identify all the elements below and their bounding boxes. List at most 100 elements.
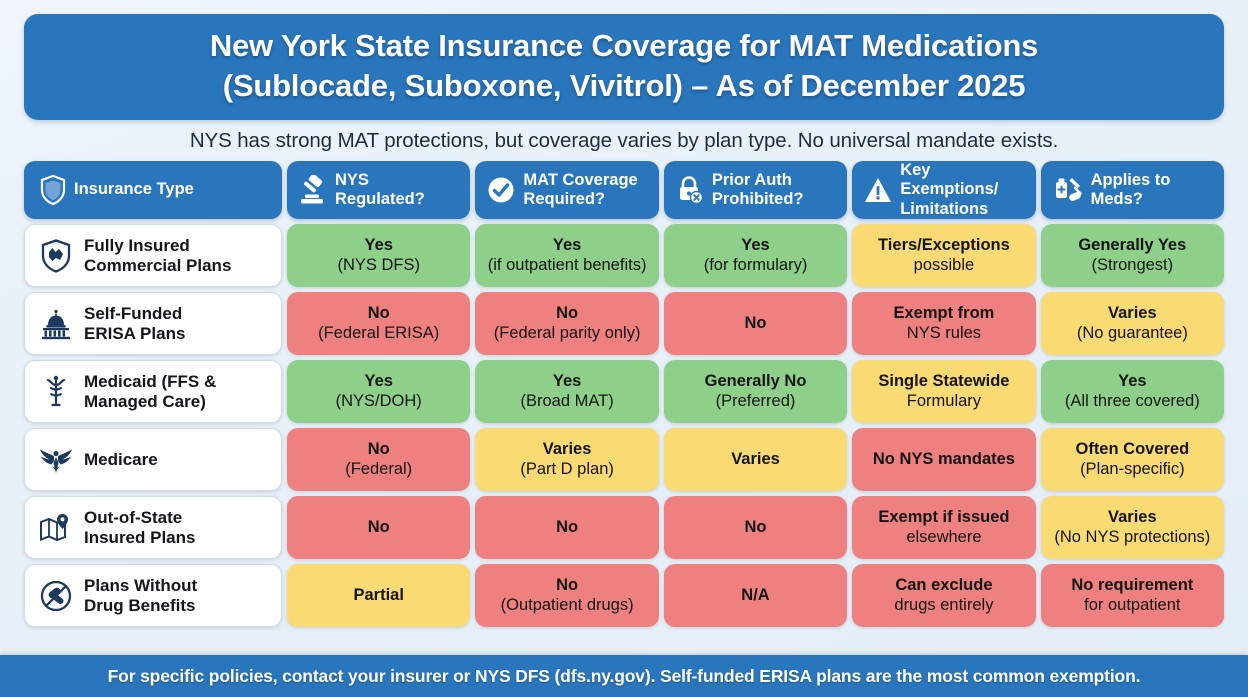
- cell-main: No: [556, 576, 579, 595]
- cell-main: Exempt from: [893, 304, 995, 323]
- table-header-row: Insurance Type NYS Regulated? MAT Coverag…: [24, 161, 1225, 219]
- cell-main: No NYS mandates: [872, 450, 1015, 469]
- cell-sub: for outpatient: [1084, 596, 1181, 614]
- title-line-1: New York State Insurance Coverage for MA…: [209, 28, 1039, 64]
- cell-main: Generally Yes: [1078, 236, 1187, 255]
- cell-main: Tiers/Exceptions: [878, 236, 1010, 255]
- row-label-medicare: Medicare: [24, 428, 282, 491]
- cell-main: No: [367, 304, 390, 323]
- table-row: Medicare No (Federal) Varies (Part D pla…: [24, 428, 1225, 491]
- no-pills-icon: [39, 580, 73, 612]
- shield-icon: [40, 175, 66, 205]
- table-cell: Yes (NYS/DOH): [287, 360, 471, 423]
- table-cell: Yes (for formulary): [663, 224, 848, 287]
- cell-sub: (Federal parity only): [493, 324, 641, 342]
- table-cell: Yes (NYS DFS): [287, 224, 471, 287]
- cell-sub: (Strongest): [1091, 256, 1174, 274]
- row-label-text: Medicaid (FFS & Managed Care): [84, 371, 217, 411]
- row-label-text: Self-Funded ERISA Plans: [84, 303, 186, 343]
- table-cell: Tiers/Exceptions possible: [852, 224, 1036, 287]
- table-cell: No: [663, 292, 848, 355]
- table-cell: Varies (Part D plan): [475, 428, 659, 491]
- row-label-fully-insured-commercial: Fully Insured Commercial Plans: [24, 224, 282, 287]
- table-cell: Single Statewide Formulary: [852, 360, 1036, 423]
- cell-sub: (No guarantee): [1076, 324, 1188, 342]
- table-row: Medicaid (FFS & Managed Care) Yes (NYS/DO…: [24, 360, 1225, 423]
- table-cell: No (Outpatient drugs): [475, 564, 659, 627]
- table-cell: Yes (Broad MAT): [475, 360, 659, 423]
- cell-main: Single Statewide: [878, 372, 1010, 391]
- row-label-text: Plans Without Drug Benefits: [84, 575, 198, 615]
- table-cell: No (Federal parity only): [475, 292, 659, 355]
- cell-main: Yes: [552, 372, 582, 391]
- table-row: Fully Insured Commercial Plans Yes (NYS D…: [24, 224, 1225, 287]
- cell-main: N/A: [741, 586, 770, 605]
- table-cell: No: [663, 496, 848, 559]
- cell-sub: (Plan-specific): [1080, 460, 1185, 478]
- cell-sub: NYS rules: [906, 324, 982, 342]
- table-row: Self-Funded ERISA Plans No (Federal ERISA…: [24, 292, 1225, 355]
- warning-triangle-icon: [864, 176, 892, 204]
- medication-icon: [1053, 175, 1083, 205]
- cell-main: No: [367, 440, 390, 459]
- subtitle: NYS has strong MAT protections, but cove…: [189, 129, 1059, 152]
- cell-main: Varies: [1108, 508, 1157, 527]
- cell-main: Yes: [1118, 372, 1147, 391]
- cell-main: Yes: [741, 236, 770, 255]
- cell-main: No: [556, 304, 579, 323]
- cell-sub: drugs entirely: [894, 596, 994, 614]
- row-label-text: Out-of-State Insured Plans: [84, 507, 196, 547]
- table-cell: Varies (No guarantee): [1040, 292, 1225, 355]
- table-cell: Yes (All three covered): [1040, 360, 1225, 423]
- table-cell: Yes (if outpatient benefits): [475, 224, 659, 287]
- row-label-medicaid: Medicaid (FFS & Managed Care): [24, 360, 282, 423]
- cell-main: No: [556, 518, 579, 537]
- cell-sub: (Outpatient drugs): [500, 596, 634, 614]
- table-cell: No: [475, 496, 659, 559]
- table-cell: Generally No (Preferred): [663, 360, 848, 423]
- cell-main: No: [744, 314, 767, 333]
- cell-sub: (No NYS protections): [1054, 528, 1211, 546]
- cell-sub: (Part D plan): [520, 460, 614, 478]
- coverage-table: Insurance Type NYS Regulated? MAT Coverag…: [24, 161, 1225, 627]
- cell-sub: (NYS/DOH): [335, 392, 422, 410]
- cell-sub: (Preferred): [715, 392, 796, 410]
- table-cell: Can exclude drugs entirely: [852, 564, 1036, 627]
- table-cell: No NYS mandates: [852, 428, 1036, 491]
- ny-shield-icon: [39, 238, 73, 273]
- table-cell: No requirement for outpatient: [1040, 564, 1225, 627]
- cell-main: Yes: [364, 372, 393, 391]
- cell-sub: elsewhere: [906, 528, 982, 546]
- cell-sub: (All three covered): [1064, 392, 1200, 410]
- column-header-key-exemptions: Key Exemptions/Limitations: [852, 161, 1036, 219]
- table-cell: No (Federal ERISA): [287, 292, 471, 355]
- cell-main: Varies: [1108, 304, 1157, 323]
- cell-main: Exempt if issued: [878, 508, 1010, 527]
- title-banner: New York State Insurance Coverage for MA…: [24, 14, 1224, 120]
- table-row: Out-of-State Insured Plans No No No Exemp…: [24, 496, 1225, 559]
- table-cell: N/A: [663, 564, 848, 627]
- capitol-building-icon: [39, 308, 73, 340]
- cell-main: No requirement: [1071, 576, 1194, 595]
- cell-main: Generally No: [704, 372, 807, 391]
- table-cell: No: [287, 496, 471, 559]
- row-label-out-of-state: Out-of-State Insured Plans: [24, 496, 282, 559]
- eagle-icon: [39, 445, 73, 475]
- caduceus-icon: [39, 375, 73, 409]
- table-cell: Partial: [287, 564, 471, 627]
- column-header-label: Key Exemptions/Limitations: [900, 161, 999, 218]
- cell-main: Varies: [731, 450, 780, 469]
- table-cell: Varies: [663, 428, 848, 491]
- footer-banner: For specific policies, contact your insu…: [0, 655, 1248, 697]
- column-header-label: MAT Coverage Required?: [523, 170, 638, 208]
- cell-main: Yes: [364, 236, 393, 255]
- column-header-label: NYS Regulated?: [335, 170, 425, 208]
- cell-main: Varies: [542, 440, 592, 459]
- cell-sub: (Federal ERISA): [318, 324, 440, 342]
- column-header-prior-auth-prohibited: Prior Auth Prohibited?: [663, 161, 848, 219]
- cell-main: Yes: [552, 236, 582, 255]
- gavel-icon: [299, 175, 327, 205]
- column-header-insurance-type: Insurance Type: [24, 161, 282, 219]
- cell-sub: (NYS DFS): [337, 256, 420, 274]
